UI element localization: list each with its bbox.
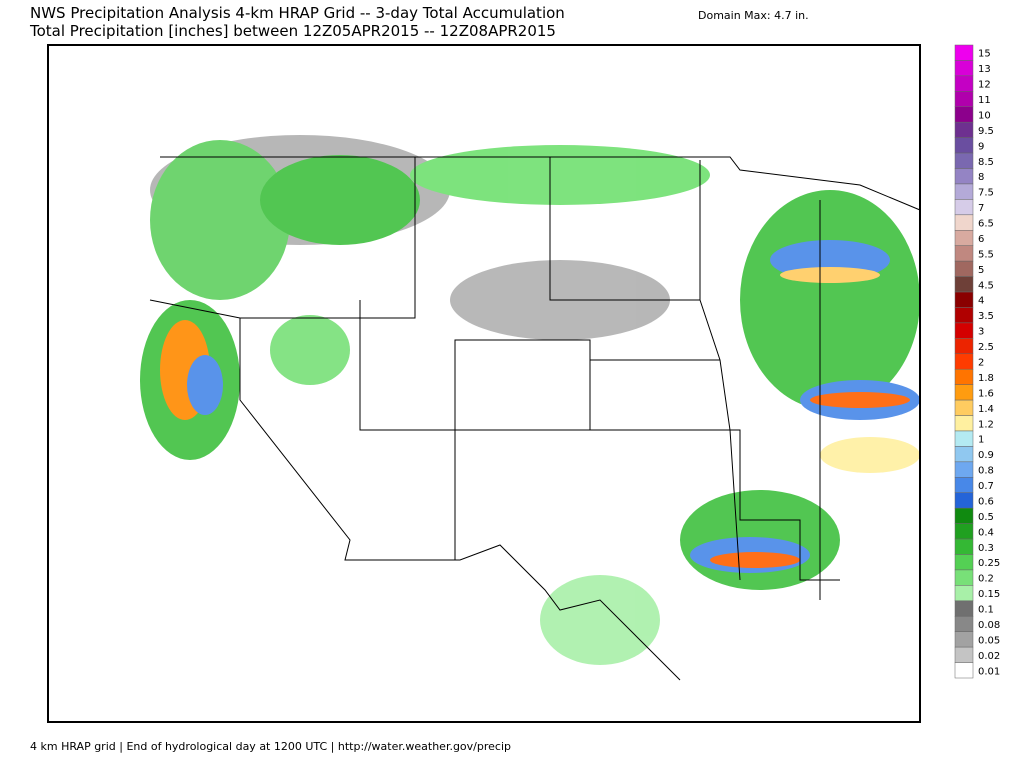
legend-swatch xyxy=(954,523,974,540)
legend-swatch xyxy=(954,322,974,339)
legend-label: 0.3 xyxy=(978,543,994,554)
legend-swatch xyxy=(954,507,974,524)
legend-swatch xyxy=(954,230,974,246)
legend-label: 0.08 xyxy=(978,620,1000,631)
legend-label: 0.8 xyxy=(978,466,994,477)
legend-label: 0.2 xyxy=(978,574,994,585)
legend-label: 5 xyxy=(978,265,984,276)
legend-swatch xyxy=(954,183,974,200)
legend-swatch xyxy=(954,492,974,509)
legend-label: 7 xyxy=(978,203,984,214)
legend-label: 4 xyxy=(978,296,984,307)
legend-label: 0.7 xyxy=(978,481,994,492)
legend-label: 15 xyxy=(978,49,991,60)
legend-label: 0.5 xyxy=(978,512,994,523)
legend-label: 1.6 xyxy=(978,388,994,399)
legend-swatch xyxy=(954,384,974,401)
legend-label: 0.4 xyxy=(978,527,994,538)
legend-label: 4.5 xyxy=(978,280,994,291)
legend-label: 6.5 xyxy=(978,219,994,230)
legend-label: 2.5 xyxy=(978,342,994,353)
legend-swatch xyxy=(954,44,974,61)
legend-label: 11 xyxy=(978,95,991,106)
legend-label: 0.02 xyxy=(978,651,1000,662)
legend-label: 1.2 xyxy=(978,419,994,430)
precip-areas xyxy=(140,135,920,665)
legend-swatch xyxy=(954,276,974,293)
legend-label: 3.5 xyxy=(978,311,994,322)
legend: 15131211109.598.587.576.565.554.543.532.… xyxy=(954,44,1000,679)
legend-swatch xyxy=(954,585,974,602)
legend-swatch xyxy=(954,168,974,185)
legend-swatch xyxy=(954,415,974,432)
legend-label: 2 xyxy=(978,358,984,369)
boundaries xyxy=(149,156,921,681)
legend-label: 9 xyxy=(978,141,984,152)
legend-swatch xyxy=(954,152,974,169)
legend-swatch xyxy=(954,477,974,493)
title: NWS Precipitation Analysis 4-km HRAP Gri… xyxy=(30,4,565,22)
legend-label: 6 xyxy=(978,234,984,245)
legend-label: 1 xyxy=(978,435,984,446)
legend-swatch xyxy=(954,538,974,555)
legend-swatch xyxy=(954,75,974,92)
legend-swatch xyxy=(954,199,974,216)
legend-label: 0.6 xyxy=(978,496,994,507)
footer: 4 km HRAP grid | End of hydrological day… xyxy=(30,740,511,753)
legend-swatch xyxy=(954,461,974,478)
legend-swatch xyxy=(954,106,974,123)
map-frame xyxy=(47,44,921,723)
domain-max: Domain Max: 4.7 in. xyxy=(698,9,809,22)
legend-label: 8.5 xyxy=(978,157,994,168)
legend-swatch xyxy=(954,662,974,679)
legend-swatch xyxy=(954,600,974,617)
legend-swatch xyxy=(954,353,974,370)
legend-swatch xyxy=(954,137,974,154)
legend-swatch xyxy=(954,446,974,463)
legend-label: 7.5 xyxy=(978,188,994,199)
legend-swatch xyxy=(954,615,974,632)
legend-swatch xyxy=(954,60,974,77)
legend-swatch xyxy=(954,430,974,447)
legend-label: 1.8 xyxy=(978,373,994,384)
legend-swatch xyxy=(954,245,974,262)
legend-swatch xyxy=(954,646,974,663)
legend-label: 0.1 xyxy=(978,605,994,616)
legend-label: 0.01 xyxy=(978,666,1000,677)
legend-swatch xyxy=(954,307,974,324)
legend-label: 3 xyxy=(978,327,984,338)
legend-label: 10 xyxy=(978,110,991,121)
legend-swatch xyxy=(954,291,974,308)
legend-swatch xyxy=(954,91,974,108)
legend-label: 13 xyxy=(978,64,991,75)
legend-label: 5.5 xyxy=(978,249,994,260)
legend-swatch xyxy=(954,121,974,138)
legend-label: 8 xyxy=(978,172,984,183)
legend-label: 0.25 xyxy=(978,558,1000,569)
legend-label: 0.9 xyxy=(978,450,994,461)
legend-swatch xyxy=(954,338,974,355)
legend-label: 0.15 xyxy=(978,589,1000,600)
legend-swatch xyxy=(954,368,974,385)
legend-swatch xyxy=(954,554,974,571)
subtitle: Total Precipitation [inches] between 12Z… xyxy=(30,22,556,40)
legend-label: 9.5 xyxy=(978,126,994,137)
legend-swatch xyxy=(954,260,974,277)
legend-swatch xyxy=(954,399,974,416)
legend-label: 1.4 xyxy=(978,404,994,415)
legend-swatch xyxy=(954,569,974,586)
legend-swatch xyxy=(954,631,974,648)
legend-swatch xyxy=(954,214,974,231)
legend-label: 0.05 xyxy=(978,635,1000,646)
legend-label: 12 xyxy=(978,80,991,91)
